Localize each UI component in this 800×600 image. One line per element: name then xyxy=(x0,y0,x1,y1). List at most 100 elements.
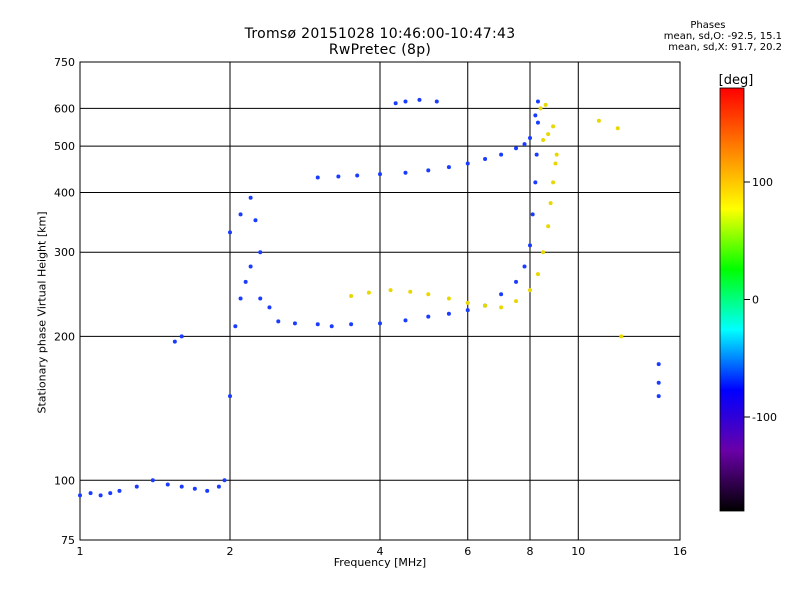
data-point xyxy=(378,321,382,326)
data-point xyxy=(434,99,439,104)
data-point xyxy=(551,180,556,185)
x-tick-label: 8 xyxy=(527,545,534,558)
data-point xyxy=(528,243,532,248)
data-point xyxy=(228,230,232,235)
data-point xyxy=(615,126,620,131)
data-point xyxy=(205,488,210,493)
colorbar-ticks: 100 0 -100 xyxy=(744,176,777,424)
data-point xyxy=(543,102,548,107)
data-point xyxy=(134,484,139,489)
data-point xyxy=(248,195,253,200)
data-point xyxy=(329,324,334,329)
data-point xyxy=(483,303,488,308)
data-point xyxy=(238,212,243,217)
data-point xyxy=(528,136,532,141)
data-point xyxy=(514,299,519,304)
data-point xyxy=(179,484,184,489)
data-point xyxy=(366,290,371,295)
y-tick-label: 750 xyxy=(54,56,75,69)
x-tick-label: 2 xyxy=(227,545,234,558)
data-point xyxy=(499,152,504,157)
data-point xyxy=(88,491,93,496)
y-tick-label: 600 xyxy=(54,102,75,115)
data-point xyxy=(522,264,527,269)
x-tick-label: 16 xyxy=(673,545,687,558)
phase-stats-o: mean, sd,O: -92.5, 15.1 xyxy=(663,31,782,42)
data-point xyxy=(426,168,431,173)
data-point xyxy=(548,201,553,206)
data-point xyxy=(216,484,221,489)
data-point xyxy=(403,99,408,104)
data-point xyxy=(258,296,263,301)
data-point xyxy=(165,482,170,487)
data-point xyxy=(533,180,538,185)
data-point xyxy=(179,334,184,339)
data-point xyxy=(541,250,546,255)
x-tick-label: 4 xyxy=(377,545,384,558)
data-point xyxy=(656,380,661,385)
y-tick-label: 75 xyxy=(61,534,75,547)
x-axis-label: Frequency [MHz] xyxy=(333,556,427,569)
data-point xyxy=(108,491,113,496)
y-tick-label: 300 xyxy=(54,246,75,259)
data-point xyxy=(258,250,263,255)
phase-stats-x: mean, sd,X: 91.7, 20.2 xyxy=(668,42,782,53)
data-point xyxy=(378,172,382,177)
data-point xyxy=(388,288,393,293)
chart-title: Tromsø 20151028 10:46:00-10:47:43 xyxy=(244,26,516,42)
data-point xyxy=(553,161,558,166)
data-point xyxy=(426,292,431,297)
y-tick-label: 500 xyxy=(54,140,75,153)
data-point xyxy=(267,305,272,310)
data-point xyxy=(530,212,535,217)
data-point xyxy=(248,264,253,269)
y-tick-label: 100 xyxy=(54,474,75,487)
data-point xyxy=(117,488,122,493)
data-point xyxy=(522,142,527,147)
phase-stats: Phases mean, sd,O: -92.5, 15.1 mean, sd,… xyxy=(664,20,782,53)
data-point xyxy=(528,288,532,293)
data-point xyxy=(349,322,354,327)
grid-lines xyxy=(79,61,681,541)
x-tick-label: 6 xyxy=(464,545,471,558)
y-tick-label: 400 xyxy=(54,186,75,199)
y-axis-label: Stationary phase Virtual Height [km] xyxy=(35,211,49,414)
data-point xyxy=(408,289,413,294)
phase-stats-title: Phases xyxy=(690,20,726,31)
data-point xyxy=(534,152,539,157)
x-tick-label: 1 xyxy=(77,545,84,558)
data-point xyxy=(315,175,320,180)
data-point xyxy=(233,324,238,329)
data-point xyxy=(403,170,408,175)
data-point xyxy=(446,165,451,170)
y-tick-label: 200 xyxy=(54,330,75,343)
data-point xyxy=(535,272,540,277)
data-point xyxy=(446,296,451,301)
data-point xyxy=(551,124,556,129)
y-ticks: 75 100 200 300 400 500 600 750 xyxy=(54,56,75,547)
data-point xyxy=(192,486,197,491)
data-point xyxy=(276,319,281,324)
data-point xyxy=(538,106,543,111)
data-point xyxy=(393,101,398,106)
data-point xyxy=(417,97,422,102)
data-point xyxy=(514,279,519,284)
colorbar-tick-label: 0 xyxy=(752,294,759,307)
data-point xyxy=(535,120,540,125)
data-point xyxy=(533,113,538,118)
data-point xyxy=(243,279,248,284)
data-point xyxy=(355,173,360,178)
colorbar-tick-label: 100 xyxy=(752,176,773,189)
data-point xyxy=(619,334,624,339)
data-point xyxy=(228,394,232,399)
data-point xyxy=(465,300,470,305)
data-point xyxy=(596,118,601,123)
data-point xyxy=(514,146,519,151)
data-point xyxy=(98,493,103,498)
data-point xyxy=(150,478,155,483)
data-point xyxy=(222,478,227,483)
data-point xyxy=(535,99,540,104)
colorbar-label: [deg] xyxy=(719,73,754,88)
data-point xyxy=(349,293,354,298)
